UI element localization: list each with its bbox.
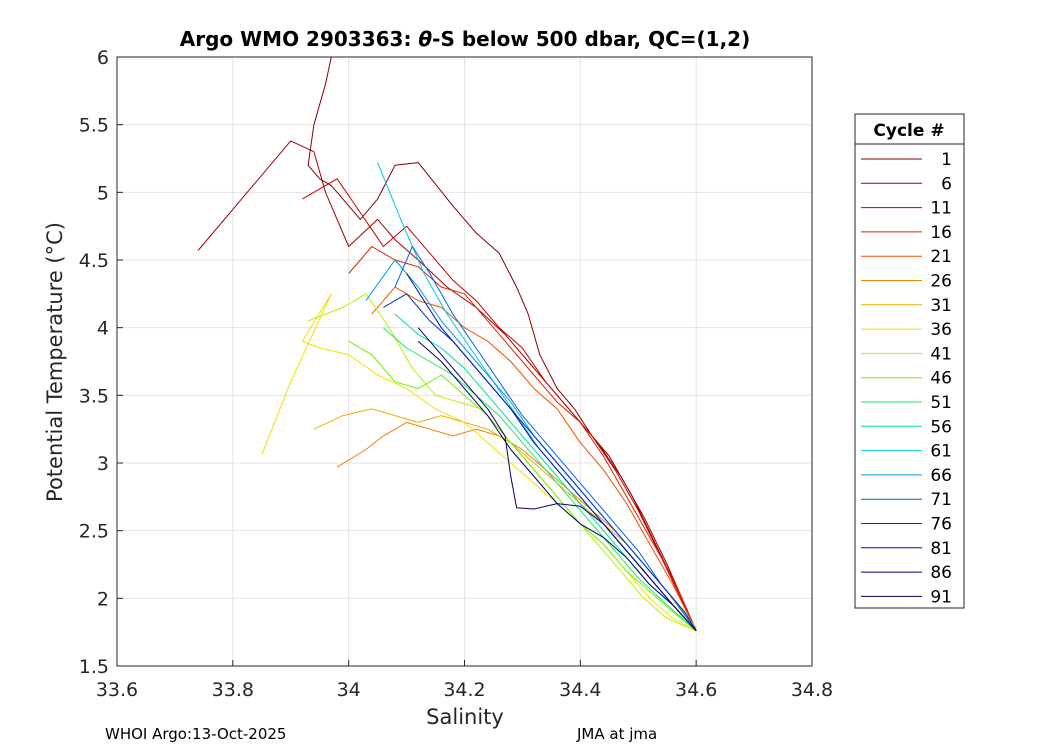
series-line-cycle-51 xyxy=(383,327,697,632)
x-tick-label: 34.8 xyxy=(791,679,833,701)
series-line-cycle-61 xyxy=(377,162,697,632)
legend-label: 81 xyxy=(930,539,952,559)
y-tick-label: 2 xyxy=(97,588,109,610)
y-tick-label: 5.5 xyxy=(79,115,109,137)
legend-label: 41 xyxy=(930,344,952,364)
x-tick-label: 34 xyxy=(337,679,361,701)
legend-label: 26 xyxy=(930,272,952,292)
x-tick-label: 33.6 xyxy=(96,679,138,701)
legend-box xyxy=(854,113,965,609)
series-lines xyxy=(197,56,697,632)
legend-label: 31 xyxy=(930,296,952,316)
footer-source: WHOI Argo:13-Oct-2025 xyxy=(105,725,287,743)
y-axis-label: Potential Temperature (°C) xyxy=(43,222,67,502)
legend-label: 51 xyxy=(930,393,952,413)
y-tick-label: 1.5 xyxy=(79,656,109,678)
x-tick-label: 34.4 xyxy=(559,679,601,701)
y-tick-label: 2.5 xyxy=(79,521,109,543)
legend-label: 16 xyxy=(930,223,952,243)
legend-label: 61 xyxy=(930,442,952,462)
legend-label: 76 xyxy=(930,515,952,535)
x-axis-label: Salinity xyxy=(426,705,504,729)
y-tick-label: 3.5 xyxy=(79,385,109,407)
chart-title: Argo WMO 2903363: θ-S below 500 dbar, QC… xyxy=(180,27,750,51)
legend: Cycle # 16111621263136414651566166717681… xyxy=(854,113,965,609)
x-tick-label: 34.2 xyxy=(443,679,485,701)
legend-label: 1 xyxy=(941,150,952,170)
series-line-cycle-86 xyxy=(417,327,697,632)
series-line-cycle-16 xyxy=(348,246,697,632)
legend-label: 11 xyxy=(930,199,952,219)
legend-label: 46 xyxy=(930,369,952,389)
series-line-cycle-1 xyxy=(307,56,697,632)
series-line-cycle-41 xyxy=(307,293,697,632)
series-line-cycle-71 xyxy=(394,246,697,632)
legend-label: 6 xyxy=(941,174,952,194)
y-tick-label: 5 xyxy=(97,182,109,204)
series-line-cycle-76 xyxy=(383,293,697,632)
y-tick-label: 3 xyxy=(97,453,109,475)
series-line-cycle-91 xyxy=(417,340,697,632)
series-line-cycle-26 xyxy=(336,421,697,632)
footer-credit: JMA at jma xyxy=(577,725,658,743)
y-ticks: 1.5 2 2.5 3 3.5 4 4.5 5 5.5 6 xyxy=(79,47,123,678)
series-line-cycle-36 xyxy=(261,293,697,632)
y-tick-label: 4.5 xyxy=(79,250,109,272)
y-tick-label: 6 xyxy=(97,47,109,69)
series-line-cycle-46 xyxy=(348,340,697,632)
series-line-cycle-6 xyxy=(197,140,697,632)
x-tick-label: 33.8 xyxy=(212,679,254,701)
series-line-cycle-56 xyxy=(394,313,697,632)
legend-label: 66 xyxy=(930,466,952,486)
legend-title: Cycle # xyxy=(873,121,944,141)
legend-label: 56 xyxy=(930,417,952,437)
x-ticks: 33.6 33.8 34 34.2 34.4 34.6 34.8 xyxy=(96,660,833,701)
legend-label: 86 xyxy=(930,563,952,583)
y-tick-label: 4 xyxy=(97,318,109,340)
legend-label: 21 xyxy=(930,247,952,267)
series-line-cycle-81 xyxy=(406,273,697,632)
legend-label: 36 xyxy=(930,320,952,340)
x-tick-label: 34.6 xyxy=(675,679,717,701)
grid xyxy=(116,56,813,667)
series-line-cycle-21 xyxy=(371,286,697,632)
series-line-cycle-11 xyxy=(302,178,697,632)
legend-label: 71 xyxy=(930,490,952,510)
legend-label: 91 xyxy=(930,587,952,607)
